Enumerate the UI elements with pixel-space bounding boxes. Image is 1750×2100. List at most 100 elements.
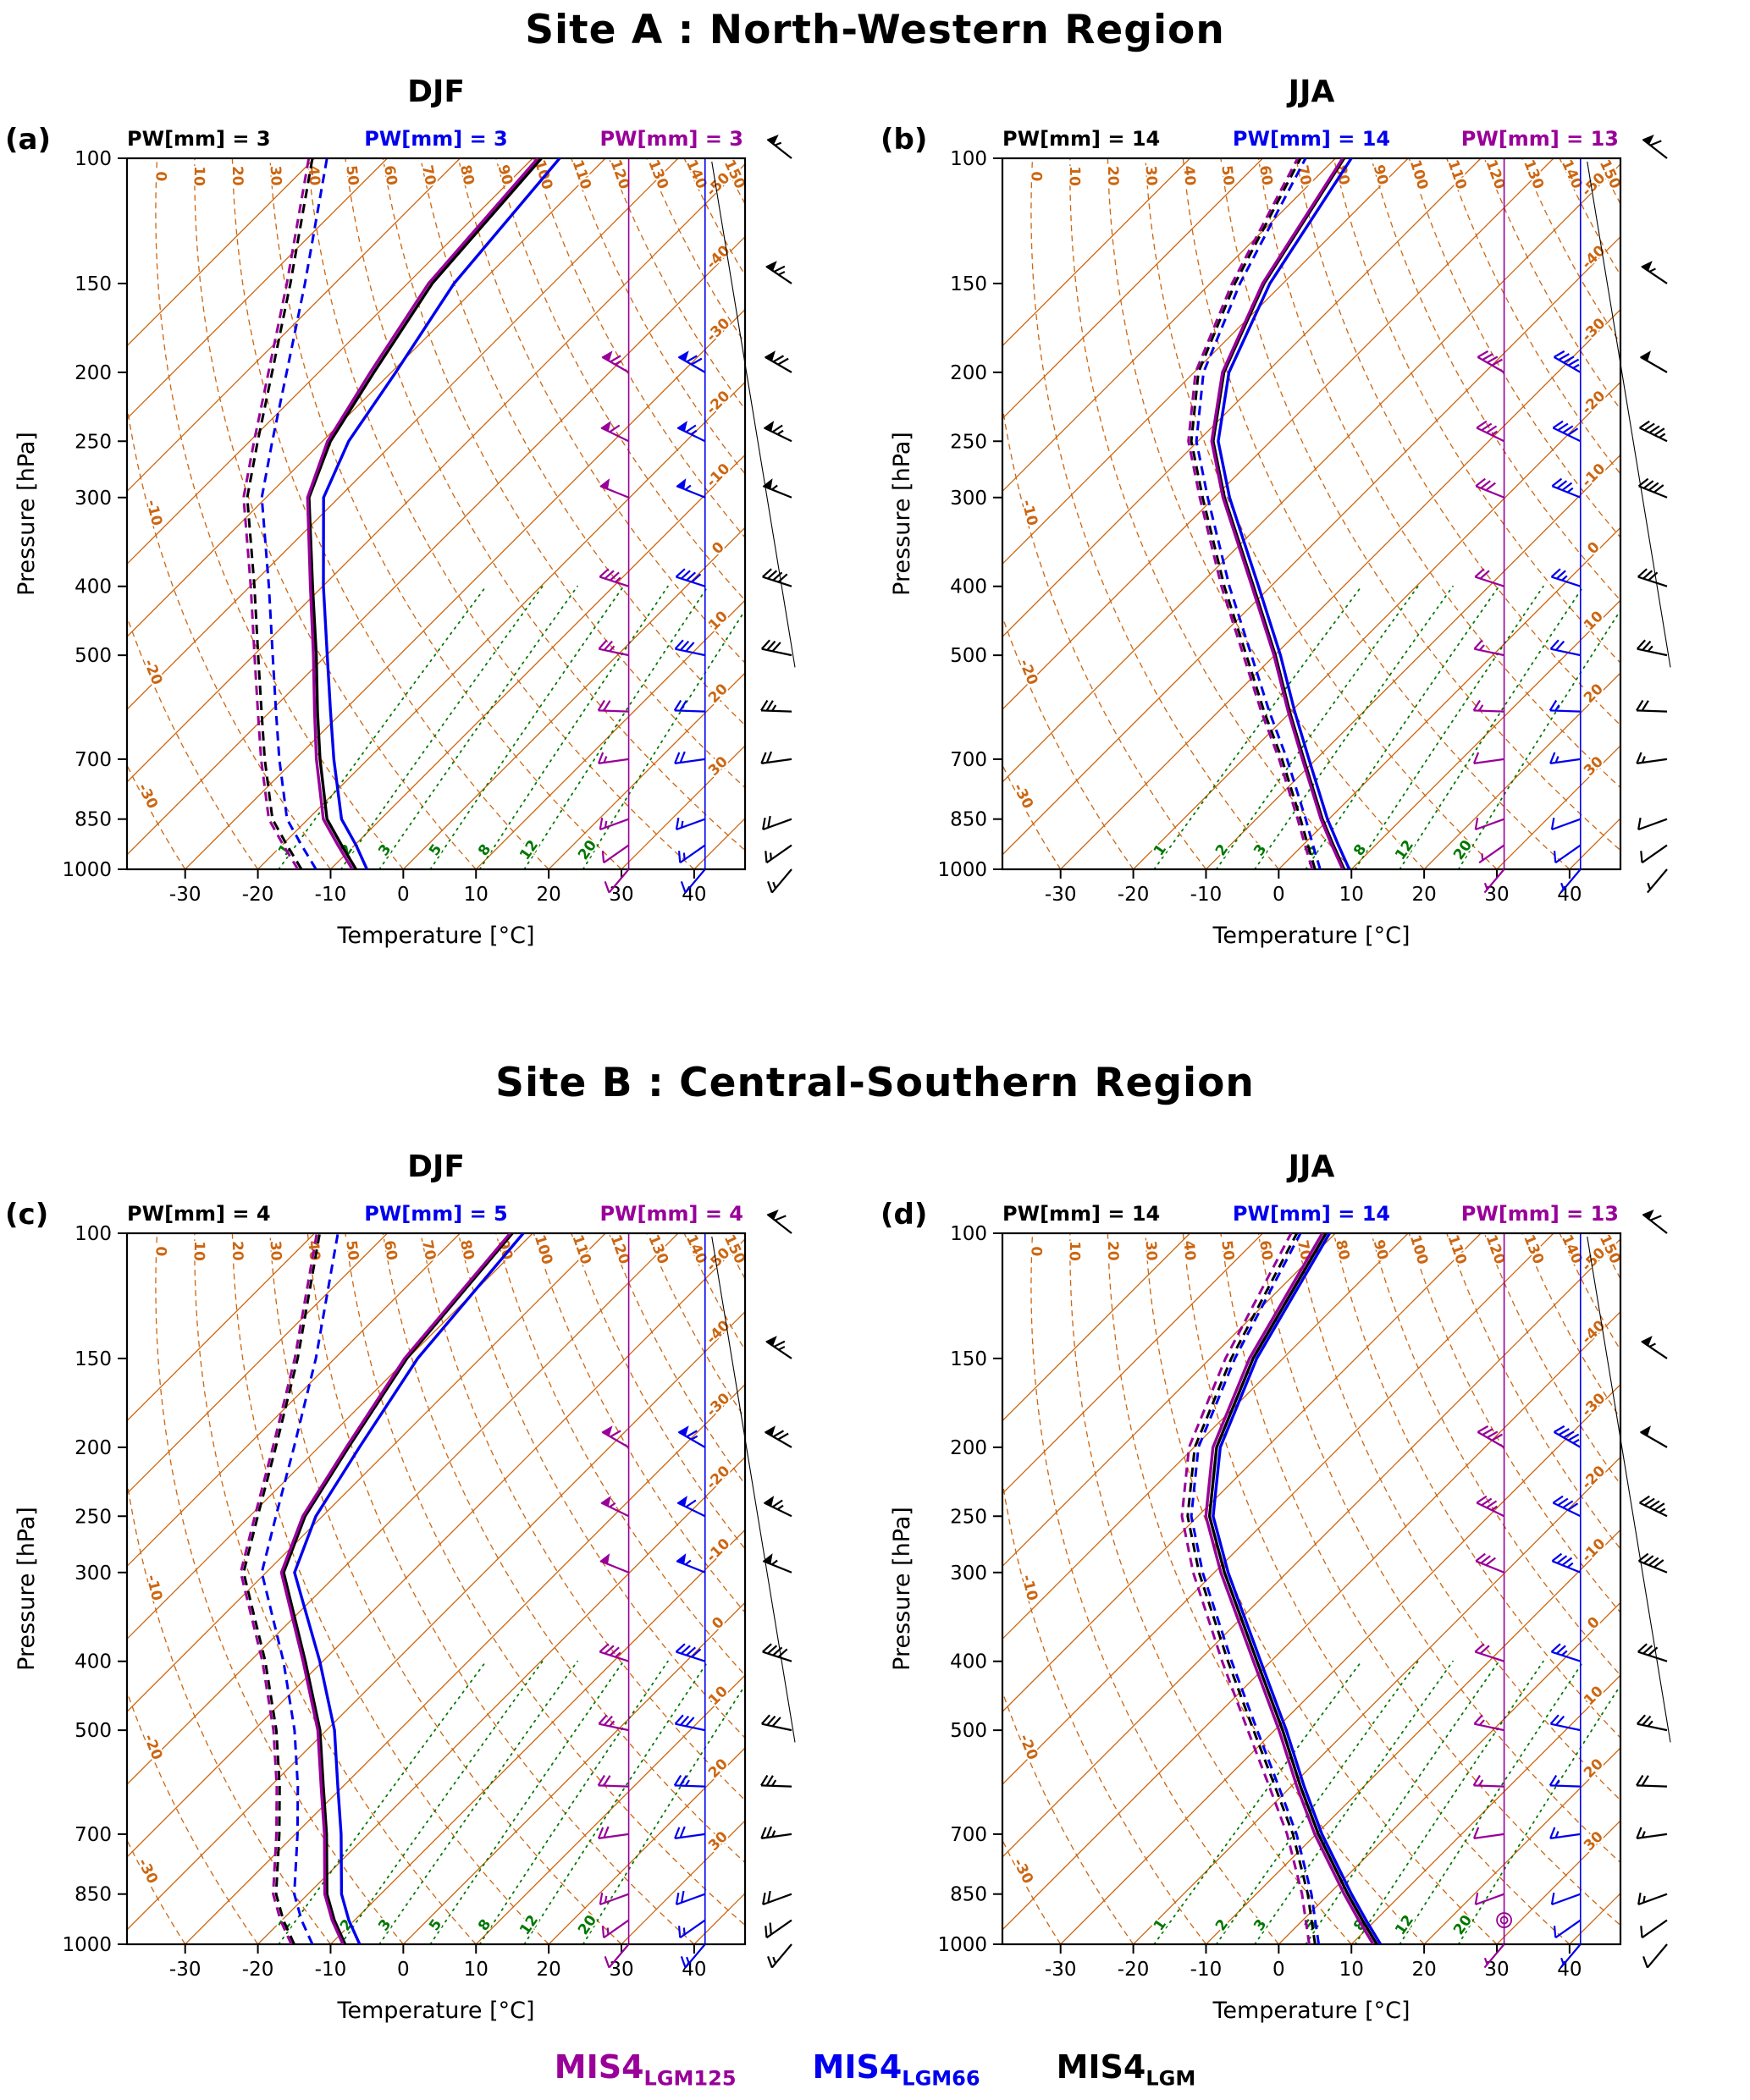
wind-barb-lgm125 bbox=[598, 1714, 629, 1732]
wind-barb-lgm bbox=[766, 135, 792, 159]
dry-adiabat-line bbox=[1333, 1233, 1620, 1739]
wind-barb-lgm bbox=[1640, 844, 1668, 864]
wind-barb-lgm66 bbox=[676, 1553, 706, 1574]
isotherm-line bbox=[127, 158, 316, 347]
x-tick-label: 0 bbox=[1272, 1959, 1285, 1981]
isotherm-line bbox=[1002, 1233, 1482, 1713]
wind-barb-lgm125 bbox=[601, 1919, 630, 1939]
wind-barb-lgm bbox=[1637, 818, 1668, 831]
dry-adiabat-line bbox=[759, 158, 875, 869]
wind-barb-lgm125 bbox=[599, 1893, 629, 1906]
y-axis-title: Pressure [hPa] bbox=[889, 432, 915, 596]
mixing-ratio-label: 3 bbox=[375, 1916, 395, 1934]
y-tick-label: 300 bbox=[950, 1563, 987, 1585]
isotherm-line bbox=[1002, 1233, 1263, 1495]
dry-adiabat-label: 40 bbox=[1179, 165, 1198, 186]
wind-barb-lgm125 bbox=[1476, 1495, 1505, 1518]
wind-barb-lgm bbox=[767, 868, 792, 894]
x-tick-label: 10 bbox=[1339, 1959, 1364, 1981]
x-tick-label: 10 bbox=[1339, 884, 1364, 906]
dry-adiabat-line bbox=[1521, 158, 1620, 344]
y-tick-label: 500 bbox=[950, 645, 987, 667]
isotherm-label: 20 bbox=[705, 1756, 731, 1782]
y-tick-label: 700 bbox=[950, 1824, 987, 1846]
x-tick-label: 0 bbox=[1272, 884, 1285, 906]
dry-adiabat-label: 10 bbox=[190, 166, 207, 186]
mixing-ratio-label: 3 bbox=[375, 841, 395, 859]
wind-barb-lgm66 bbox=[676, 1496, 706, 1518]
season-label: JJA bbox=[1286, 74, 1335, 109]
mixing-ratio-line bbox=[1305, 1660, 1500, 1944]
legend-label: MIS4 bbox=[554, 2048, 644, 2086]
dry-adiabat-line bbox=[345, 1233, 745, 1926]
season-label: DJF bbox=[407, 74, 465, 109]
mixing-ratio-line bbox=[1153, 1660, 1362, 1944]
x-tick-label: 40 bbox=[1557, 1959, 1582, 1981]
x-tick-label: 40 bbox=[682, 884, 706, 906]
dry-adiabat-label: 130 bbox=[644, 157, 671, 192]
isotherm-label: 10 bbox=[705, 1683, 731, 1709]
isotherm-label: 20 bbox=[1581, 1756, 1607, 1782]
wind-barb-lgm bbox=[760, 751, 792, 764]
dry-adiabat-line bbox=[1333, 158, 1620, 664]
y-tick-label: 500 bbox=[75, 1720, 112, 1742]
wind-barb-lgm66 bbox=[674, 1826, 705, 1839]
dry-adiabat-label: 10 bbox=[190, 1241, 207, 1261]
wind-barb-lgm66 bbox=[1552, 420, 1582, 443]
isotherm-label: -20 bbox=[704, 388, 734, 418]
wind-barb-lgm66 bbox=[1550, 1893, 1582, 1906]
mixing-ratio-label: 5 bbox=[426, 841, 445, 859]
dry-adiabat-label: 30 bbox=[1142, 1240, 1160, 1261]
isotherm-line bbox=[127, 158, 533, 565]
mixing-ratio-line bbox=[523, 585, 709, 869]
wind-barb-lgm bbox=[765, 844, 792, 864]
wind-barb-lgm125 bbox=[601, 844, 630, 864]
dewpoint-profile-lgm bbox=[242, 1233, 322, 1944]
dry-adiabat-label: 80 bbox=[456, 1238, 478, 1262]
x-tick-label: -10 bbox=[315, 884, 347, 906]
x-tick-label: -20 bbox=[1118, 1959, 1150, 1981]
legend-label: MIS4 bbox=[1056, 2048, 1146, 2086]
isotherm-line bbox=[185, 1383, 745, 1944]
wind-barb-lgm bbox=[766, 1210, 792, 1234]
x-tick-label: -10 bbox=[1190, 1959, 1223, 1981]
y-tick-label: 250 bbox=[75, 1506, 112, 1528]
wind-barb-lgm125 bbox=[599, 1553, 630, 1574]
wind-barb-lgm125 bbox=[1473, 639, 1504, 657]
wind-barb-lgm66 bbox=[1553, 844, 1582, 864]
isotherm-line bbox=[1060, 308, 1620, 869]
dry-adiabat-line bbox=[1220, 1233, 1620, 1926]
wind-barb-lgm bbox=[1636, 752, 1668, 764]
dry-adiabat-line bbox=[759, 1233, 875, 1944]
wind-barb-lgm66 bbox=[1549, 699, 1581, 713]
isotherm-line bbox=[1350, 599, 1620, 869]
wind-barb-lgm125 bbox=[1473, 1714, 1504, 1732]
wind-barb-lgm66 bbox=[1550, 568, 1582, 587]
wind-barb-lgm bbox=[760, 699, 792, 713]
wind-barb-lgm bbox=[1637, 1552, 1668, 1574]
y-tick-label: 400 bbox=[950, 1651, 987, 1673]
dry-adiabat-label: -10 bbox=[142, 499, 165, 528]
dewpoint-profile-lgm125 bbox=[239, 1233, 318, 1944]
y-tick-label: 700 bbox=[75, 1824, 112, 1846]
dry-adiabat-line bbox=[1182, 158, 1571, 869]
y-tick-label: 200 bbox=[950, 1437, 987, 1459]
isotherm-line bbox=[330, 1529, 745, 1944]
wind-barbs bbox=[597, 135, 792, 894]
mixing-ratio-line bbox=[340, 1660, 544, 1944]
wind-barb-lgm125 bbox=[599, 1643, 629, 1662]
isotherm-line bbox=[127, 163, 745, 783]
wind-barb-lgm bbox=[762, 478, 792, 499]
skewt-grid bbox=[127, 158, 875, 869]
isotherm-line bbox=[402, 1601, 745, 1944]
dewpoint-profile-lgm66 bbox=[260, 158, 328, 869]
wind-barb-lgm bbox=[1642, 1210, 1668, 1234]
wind-barb-lgm bbox=[1636, 1827, 1668, 1839]
dry-adiabat-label: 20 bbox=[1104, 166, 1121, 186]
wind-barb-lgm66 bbox=[676, 421, 706, 443]
y-axis-title: Pressure [hPa] bbox=[14, 432, 40, 596]
isotherm-label: -20 bbox=[704, 1463, 734, 1493]
wind-barb-lgm bbox=[1637, 568, 1668, 587]
